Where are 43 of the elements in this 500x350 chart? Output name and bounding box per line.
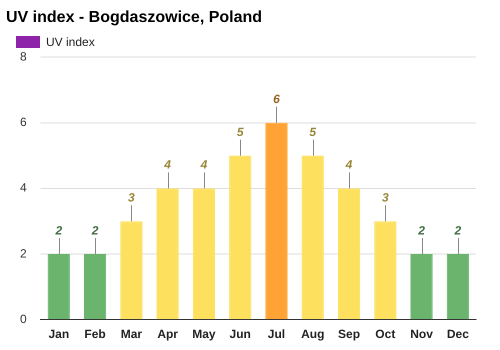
x-tick-label: May [192, 327, 216, 342]
text: UV index [46, 35, 95, 49]
x-tick-label: Apr [157, 327, 178, 342]
x-tick-label: Nov [410, 327, 434, 342]
data-label: 3 [128, 190, 136, 205]
bar [229, 156, 252, 320]
bar [410, 254, 433, 320]
chart-title: UV index - Bogdaszowice, Poland [6, 9, 262, 26]
x-tick-label: Jun [230, 327, 251, 342]
data-label: 5 [309, 124, 316, 139]
data-label: 6 [273, 92, 280, 106]
bar [338, 188, 360, 320]
bar [374, 221, 396, 320]
data-label: 3 [382, 190, 389, 205]
y-tick-label: 0 [20, 312, 27, 326]
data-label: 2 [90, 223, 99, 238]
x-tick-label: Mar [120, 327, 142, 342]
bar [84, 254, 106, 320]
y-tick-label: 6 [20, 115, 27, 130]
x-tick-label: Oct [375, 327, 396, 342]
x-tick-label: Sep [338, 327, 360, 342]
bar [156, 188, 179, 320]
bar [192, 188, 216, 320]
y-tick-label: 2 [20, 246, 27, 260]
bar [120, 221, 142, 320]
x-tick-label: Feb [84, 327, 106, 342]
x-tick-label: Aug [301, 327, 324, 342]
bar [265, 122, 288, 320]
y-tick-label: 4 [20, 180, 27, 195]
x-tick-label: Jan [48, 327, 70, 342]
data-label: 2 [54, 223, 62, 238]
y-tick-label: 8 [20, 50, 27, 64]
bar [48, 254, 70, 320]
data-label: 4 [200, 158, 208, 172]
data-label: 2 [417, 223, 426, 238]
x-tick-label: Jul [268, 327, 286, 342]
x-tick-label: Dec [446, 327, 470, 342]
bar [446, 254, 469, 320]
data-label: 4 [344, 158, 353, 172]
data-label: 4 [163, 158, 172, 172]
data-label: 5 [236, 124, 244, 139]
bar [302, 156, 324, 320]
data-label: 2 [454, 223, 462, 238]
